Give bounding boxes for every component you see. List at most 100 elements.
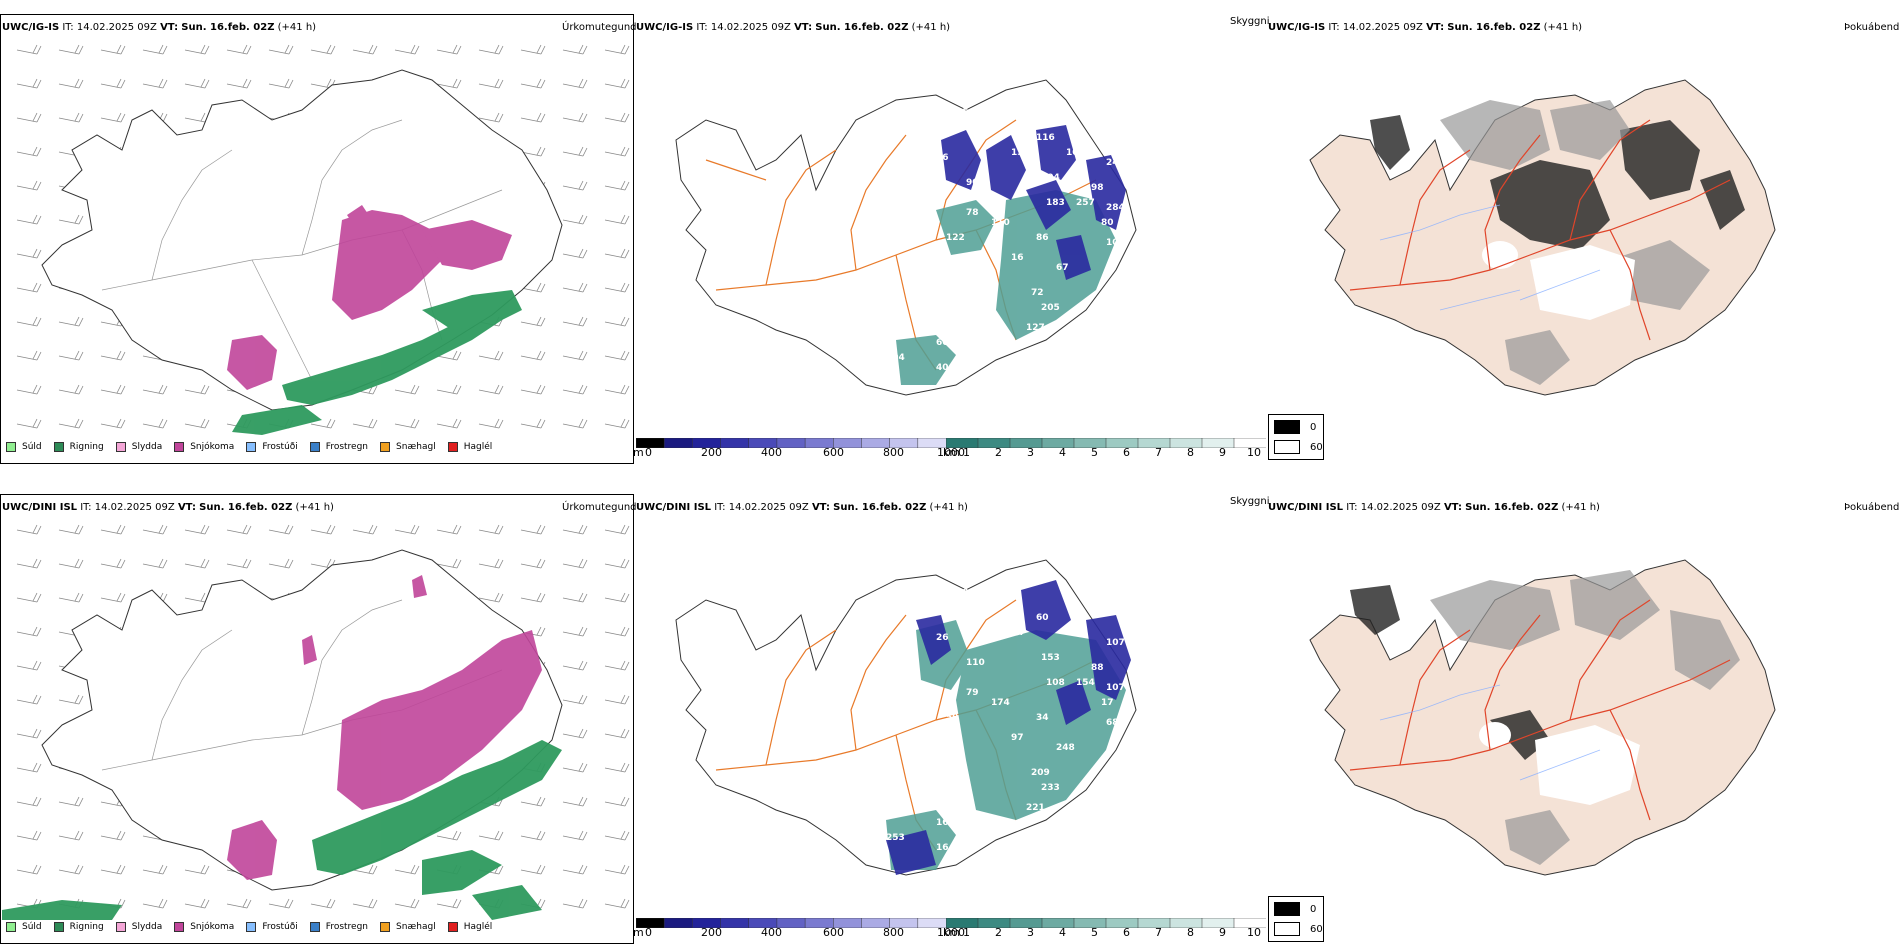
wind-barb	[100, 350, 126, 361]
wind-barb	[604, 830, 630, 841]
wind-barb	[184, 864, 210, 875]
cbar-km-labels-top: km 1 2 3 4 5 6 7 8 9 10	[943, 446, 1261, 459]
wind-barb	[142, 418, 168, 429]
vis-value-label: 205	[1041, 303, 1060, 313]
vis-teal	[896, 190, 1116, 385]
vis-value-label: 91	[966, 338, 979, 348]
wind-barb	[478, 78, 504, 89]
wind-barb	[604, 214, 630, 225]
fog-label-bottom: Þokuábendi	[1844, 502, 1900, 513]
wind-barb	[16, 728, 42, 739]
vis-value-label: 127	[1026, 323, 1045, 333]
wind-barb	[184, 418, 210, 429]
wind-barb	[520, 864, 546, 875]
wind-barb	[58, 384, 84, 395]
legend-item: Frostúði	[246, 922, 298, 932]
legend-item: Súld	[6, 442, 42, 452]
wind-barb	[604, 180, 630, 191]
precip-title-top: UWC/IG-IS IT: 14.02.2025 09Z VT: Sun. 16…	[2, 22, 316, 33]
vis-value-label: 101	[956, 588, 975, 598]
vis-map-bottom: 26 101 60 92 88 110 14 153 154 107 108 79 174 34 248 20…	[675, 559, 1137, 876]
fog-key-swatch	[1274, 922, 1300, 936]
vis-labels: 86 95 116 108 98 90 132 104 257 284 183 78 110 86 67 72…	[886, 108, 1125, 373]
wind-barb	[58, 214, 84, 225]
wind-barb	[520, 78, 546, 89]
vis-value-label: 17	[1101, 698, 1114, 708]
wind-barb	[100, 384, 126, 395]
it-value: 14.02.2025 09Z	[76, 22, 157, 33]
wind-barb	[604, 592, 630, 603]
vis-value-label: 68	[1106, 718, 1119, 728]
wind-barb	[436, 524, 462, 535]
snow-area	[227, 205, 512, 390]
vis-value-label: 40	[936, 363, 949, 373]
colorbar-segment	[1233, 438, 1266, 448]
wind-barb	[562, 660, 588, 671]
vis-label-top: Skyggni	[1230, 16, 1270, 27]
fog-title-top: UWC/IG-IS IT: 14.02.2025 09Z VT: Sun. 16…	[1268, 22, 1583, 33]
wind-barb	[16, 796, 42, 807]
vis-value-label: 116	[1036, 133, 1055, 143]
vis-value-label: 233	[1041, 783, 1060, 793]
wind-barb	[184, 524, 210, 535]
wind-barb	[562, 248, 588, 259]
legend-item: Haglél	[447, 922, 492, 932]
wind-barb	[604, 112, 630, 123]
wind-barb	[604, 898, 630, 909]
iceland-outline	[41, 69, 563, 411]
legend-swatch	[309, 922, 320, 932]
wind-barb	[16, 660, 42, 671]
wind-barb	[562, 524, 588, 535]
wind-barb	[520, 384, 546, 395]
rain-area	[232, 290, 522, 435]
wind-barb	[184, 558, 210, 569]
fog-title-bottom: UWC/DINI ISL IT: 14.02.2025 09Z VT: Sun.…	[1268, 502, 1600, 513]
fog-key-row: 60	[1274, 440, 1323, 454]
wind-barb	[562, 762, 588, 773]
vis-value-label: 284	[1106, 203, 1125, 213]
vis-value-label: 107	[1106, 683, 1125, 693]
fog-key-top: 0 60	[1268, 414, 1324, 460]
vis-value-label: 16	[1011, 253, 1024, 263]
wind-barb	[562, 898, 588, 909]
vis-value-label: 110	[991, 218, 1010, 228]
wind-barb	[100, 78, 126, 89]
vis-value-label: 209	[1031, 768, 1050, 778]
precip-panel-bottom	[0, 494, 634, 944]
wind-barb	[58, 796, 84, 807]
wind-barb	[604, 796, 630, 807]
vis-value-label: 153	[1041, 653, 1060, 663]
wind-barb	[604, 282, 630, 293]
vis-value-label: 257	[1076, 198, 1095, 208]
colorbar-segment	[917, 438, 946, 448]
wind-barb	[478, 830, 504, 841]
wind-barb	[184, 78, 210, 89]
legend-swatch	[6, 442, 16, 452]
wind-barb	[520, 44, 546, 55]
precip-legend-top: Súld Rigning Slydda Snjókoma Frostúði Fr…	[6, 442, 504, 452]
wind-barb	[394, 418, 420, 429]
wind-barb	[268, 44, 294, 55]
wind-barb	[16, 316, 42, 327]
wind-barb	[184, 44, 210, 55]
wind-barb	[478, 384, 504, 395]
legend-swatch	[53, 442, 64, 452]
fog-key-bottom: 0 60	[1268, 896, 1324, 942]
legend-swatch	[174, 442, 185, 452]
precip-type-label-top: Úrkomutegund	[562, 22, 637, 33]
legend-item: Frostregn	[309, 442, 368, 452]
vis-map-top: 86 95 116 108 98 90 132 104 257 284 183 78 110 86 67 72…	[675, 79, 1137, 396]
vis-value-label: 26	[936, 633, 949, 643]
wind-barb	[16, 592, 42, 603]
vis-value-label: 92	[1066, 628, 1079, 638]
vis-value-label: 90	[966, 178, 979, 188]
wind-barb	[142, 384, 168, 395]
wind-barb	[520, 112, 546, 123]
wind-barb	[562, 180, 588, 191]
wind-barb	[142, 864, 168, 875]
cbar-m-labels-top: m 0 200 400 600 800 1000	[633, 446, 965, 459]
vis-value-label: 97	[1011, 733, 1024, 743]
wind-barb	[478, 350, 504, 361]
vis-value-label: 10	[1106, 238, 1119, 248]
wind-barb	[100, 418, 126, 429]
